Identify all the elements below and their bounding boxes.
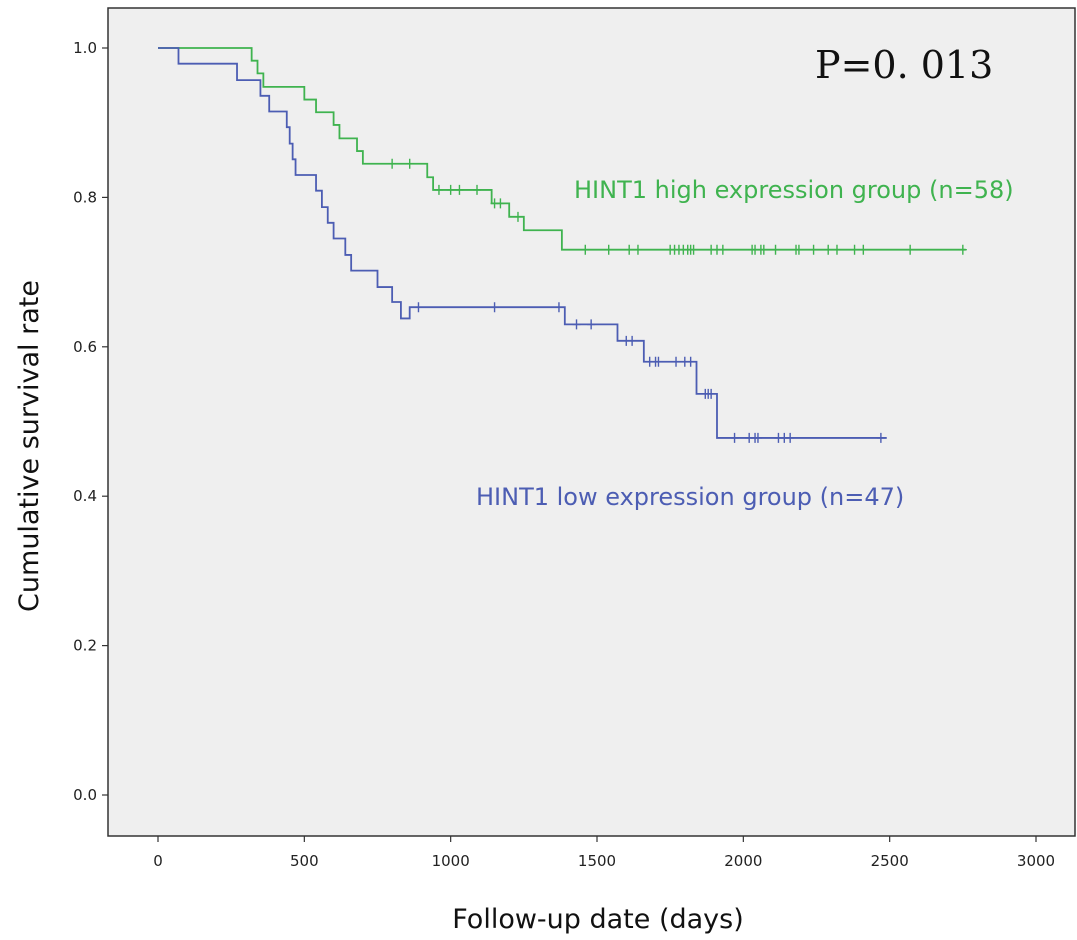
y-axis: 0.0 0.2 0.4 0.6 0.8 1.0: [73, 39, 108, 804]
y-axis-title: Cumulative survival rate: [14, 280, 45, 612]
x-axis: 0 500 1000 1500 2000 2500 3000: [153, 836, 1055, 870]
censor-mark: [786, 432, 795, 443]
censor-mark: [587, 319, 596, 330]
censor-mark: [718, 244, 727, 255]
censor-mark: [473, 184, 482, 195]
x-tick-label: 500: [290, 852, 319, 870]
censor-mark: [876, 432, 885, 443]
series-layer: [158, 47, 967, 443]
censor-mark: [654, 356, 663, 367]
p-value-annotation: P=0. 013: [815, 43, 993, 87]
censor-mark: [628, 335, 637, 346]
censor-mark: [753, 432, 762, 443]
x-tick-label: 1500: [578, 852, 616, 870]
censor-mark: [832, 244, 841, 255]
censor-mark: [405, 158, 414, 169]
censor-mark: [633, 244, 642, 255]
censor-mark: [554, 302, 563, 313]
plot-area: [107, 7, 1076, 837]
series-label-low: HINT1 low expression group (n=47): [476, 483, 904, 511]
censor-mark: [906, 244, 915, 255]
censor-mark: [686, 356, 695, 367]
censor-mark: [388, 158, 397, 169]
censor-mark: [496, 198, 505, 209]
censor-mark: [809, 244, 818, 255]
censor-mark: [572, 319, 581, 330]
series-0: [158, 47, 967, 255]
x-tick-label: 2000: [724, 852, 762, 870]
y-tick-label: 0.0: [73, 786, 97, 804]
censor-mark: [824, 244, 833, 255]
censor-mark: [707, 388, 716, 399]
censor-mark: [672, 356, 681, 367]
censor-mark: [689, 244, 698, 255]
censor-mark: [759, 244, 768, 255]
censor-mark: [850, 244, 859, 255]
censor-mark: [958, 244, 967, 255]
censor-mark: [730, 432, 739, 443]
censor-mark: [414, 302, 423, 313]
censor-mark: [581, 244, 590, 255]
censor-mark: [794, 244, 803, 255]
y-tick-label: 0.6: [73, 338, 97, 356]
censor-mark: [859, 244, 868, 255]
censor-mark: [455, 184, 464, 195]
y-tick-label: 0.8: [73, 188, 97, 206]
censor-mark: [513, 211, 522, 222]
censor-mark: [625, 244, 634, 255]
y-tick-label: 0.4: [73, 487, 97, 505]
survival-curve: [158, 47, 966, 251]
censor-mark: [604, 244, 613, 255]
x-tick-label: 2500: [871, 852, 909, 870]
x-tick-label: 3000: [1017, 852, 1055, 870]
censor-mark: [771, 244, 780, 255]
y-tick-label: 0.2: [73, 637, 97, 655]
censor-mark: [490, 302, 499, 313]
series-label-high: HINT1 high expression group (n=58): [574, 176, 1014, 204]
y-tick-label: 1.0: [73, 39, 97, 57]
x-tick-label: 1000: [432, 852, 470, 870]
censor-mark: [446, 184, 455, 195]
x-axis-title: Follow-up date (days): [452, 904, 744, 935]
x-tick-label: 0: [153, 852, 163, 870]
censor-mark: [434, 184, 443, 195]
series-1: [158, 47, 887, 443]
